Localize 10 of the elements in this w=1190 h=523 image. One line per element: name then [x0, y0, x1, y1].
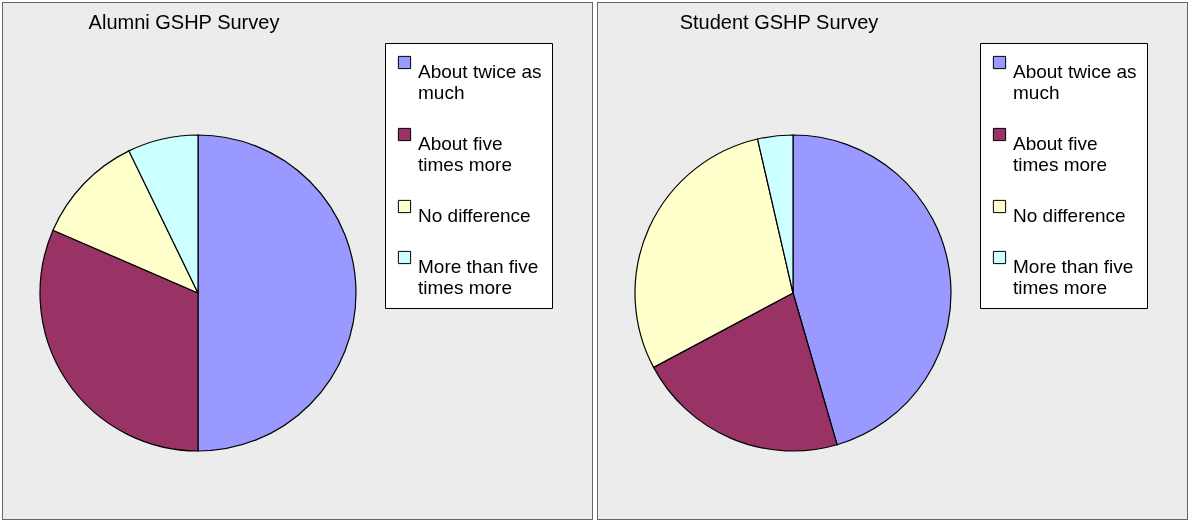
legend-label: About twice as much	[1013, 60, 1137, 103]
legend-label: About five times more	[1013, 132, 1107, 175]
legend-label: About twice as much	[418, 60, 542, 103]
legend-label: No difference	[418, 204, 531, 226]
chart-title: Student GSHP Survey	[679, 11, 879, 33]
legend-label: More than five times more	[418, 255, 539, 298]
legend-label: No difference	[1013, 204, 1126, 226]
legend-label: More than five times more	[1013, 255, 1134, 298]
chart-title: Alumni GSHP Survey	[88, 11, 280, 33]
legend-label: About five times more	[418, 132, 512, 175]
